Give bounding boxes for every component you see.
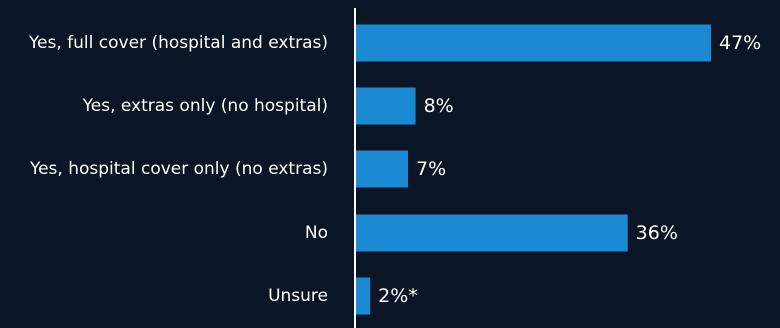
value-label: 47%	[719, 32, 761, 54]
bar	[355, 150, 409, 188]
category-label: Yes, full cover (hospital and extras)	[28, 33, 328, 53]
category-label: Yes, hospital cover only (no extras)	[29, 159, 328, 179]
category-label: No	[305, 223, 328, 243]
bar	[355, 87, 416, 125]
bar	[355, 24, 711, 62]
bar	[355, 277, 371, 315]
value-label: 7%	[416, 158, 446, 180]
bar	[355, 214, 628, 252]
value-label: 8%	[424, 95, 454, 117]
bars-layer: Yes, full cover (hospital and extras) 47%…	[28, 24, 761, 315]
value-label: 2%*	[378, 285, 418, 307]
category-label: Yes, extras only (no hospital)	[82, 96, 328, 116]
value-label: 36%	[636, 222, 678, 244]
category-label: Unsure	[268, 286, 328, 306]
